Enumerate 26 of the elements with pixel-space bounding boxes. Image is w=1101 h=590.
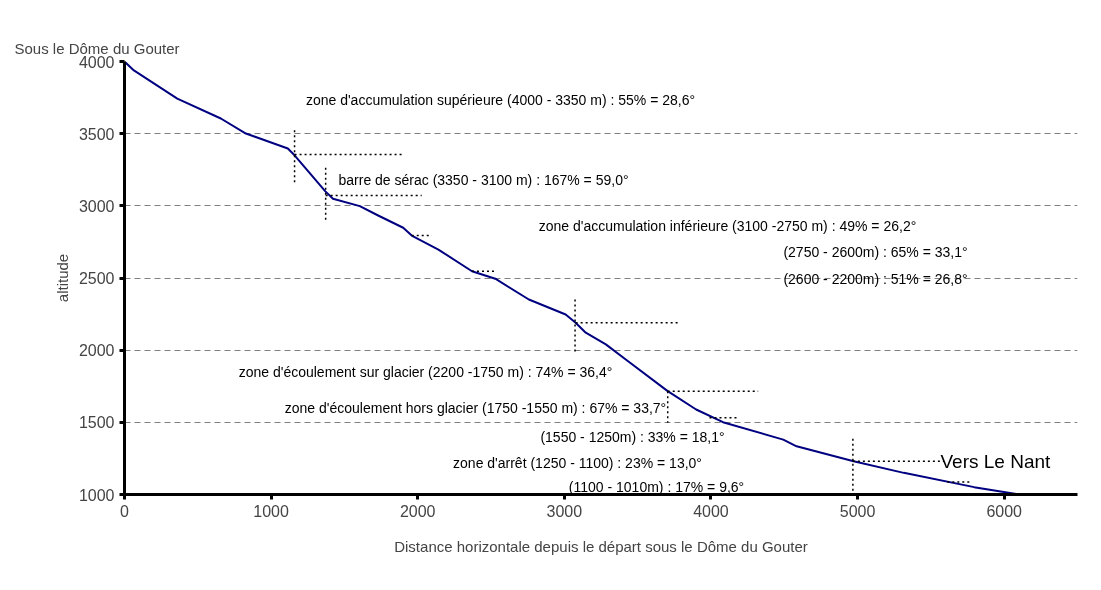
annotation: zone d'accumulation inférieure (3100 -2750 m) : 49% = 26,2° bbox=[538, 217, 917, 234]
y-axis-title: altitude bbox=[53, 253, 71, 303]
x-tick-label: 6000 bbox=[986, 502, 1023, 520]
annotation: (2750 - 2600m) : 65% = 33,1° bbox=[783, 243, 968, 260]
x-tick-label: 3000 bbox=[546, 502, 583, 520]
annotation: barre de sérac (3350 - 3100 m) : 167% = 59,0° bbox=[338, 171, 629, 188]
x-tick-label: 0 bbox=[120, 502, 130, 520]
x-tick-label: 2000 bbox=[399, 502, 436, 520]
y-tick-label: 3000 bbox=[78, 197, 115, 215]
x-axis-title: Distance horizontale depuis le départ sous le Dôme du Gouter bbox=[394, 537, 808, 555]
annotation: (1100 - 1010m) : 17% = 9,6° bbox=[568, 478, 745, 495]
x-tick-label: 1000 bbox=[253, 502, 290, 520]
y-tick-label: 2000 bbox=[78, 342, 115, 360]
annotation: (2600 - 2200m) : 51% = 26,8° bbox=[783, 270, 968, 287]
y-tick-label: 2500 bbox=[78, 270, 115, 287]
y-tick-label: 3500 bbox=[78, 125, 115, 143]
y-tick-label: 1500 bbox=[78, 414, 115, 432]
x-tick-label: 5000 bbox=[839, 502, 876, 520]
annotation: (1550 - 1250m) : 33% = 18,1° bbox=[540, 428, 725, 445]
annotation: Vers Le Nant bbox=[940, 451, 1052, 472]
y-tick-label: 1000 bbox=[78, 486, 115, 504]
annotation: zone d'écoulement sur glacier (2200 -1750 m) : 74% = 36,4° bbox=[238, 363, 613, 380]
annotation: zone d'accumulation supérieure (4000 - 3350 m) : 55% = 28,6° bbox=[305, 91, 696, 108]
x-tick-label: 4000 bbox=[693, 502, 729, 520]
annotation: zone d'écoulement hors glacier (1750 -1550 m) : 67% = 33,7° bbox=[284, 399, 667, 416]
annotation: zone d'arrêt (1250 - 1100) : 23% = 13,0° bbox=[453, 454, 702, 471]
